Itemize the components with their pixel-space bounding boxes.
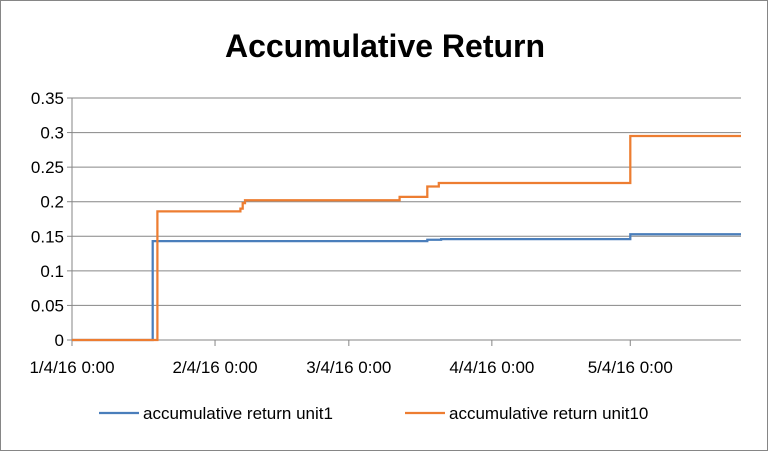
legend-item-1: accumulative return unit1 — [99, 404, 333, 423]
x-tick-label: 2/4/16 0:00 — [172, 358, 257, 377]
legend-label: accumulative return unit10 — [449, 404, 648, 423]
y-tick-label: 0.35 — [31, 89, 64, 108]
y-tick-label: 0.3 — [40, 124, 64, 143]
y-tick-label: 0.05 — [31, 296, 64, 315]
y-tick-label: 0.2 — [40, 193, 64, 212]
legend-label: accumulative return unit1 — [143, 404, 333, 423]
series-line-1 — [72, 233, 741, 342]
axes: 0 0.05 0.1 0.15 0.2 0.25 0.3 0.35 1/4/16 0:00 2/4… — [29, 89, 741, 377]
x-tick-label: 4/4/16 0:00 — [449, 358, 534, 377]
legend: accumulative return unit1 accumulative re… — [99, 404, 648, 423]
y-tick-label: 0.25 — [31, 158, 64, 177]
grid — [72, 97, 741, 306]
y-tick-label: 0.1 — [40, 262, 64, 281]
y-tick-label: 0 — [55, 331, 64, 350]
x-tick-label: 1/4/16 0:00 — [29, 358, 114, 377]
series-line-2 — [72, 134, 741, 342]
legend-item-2: accumulative return unit10 — [405, 404, 648, 423]
chart-title: Accumulative Return — [225, 28, 545, 64]
x-tick-label: 5/4/16 0:00 — [588, 358, 673, 377]
x-tick-label: 3/4/16 0:00 — [306, 358, 391, 377]
series — [72, 134, 741, 342]
y-tick-label: 0.15 — [31, 227, 64, 246]
